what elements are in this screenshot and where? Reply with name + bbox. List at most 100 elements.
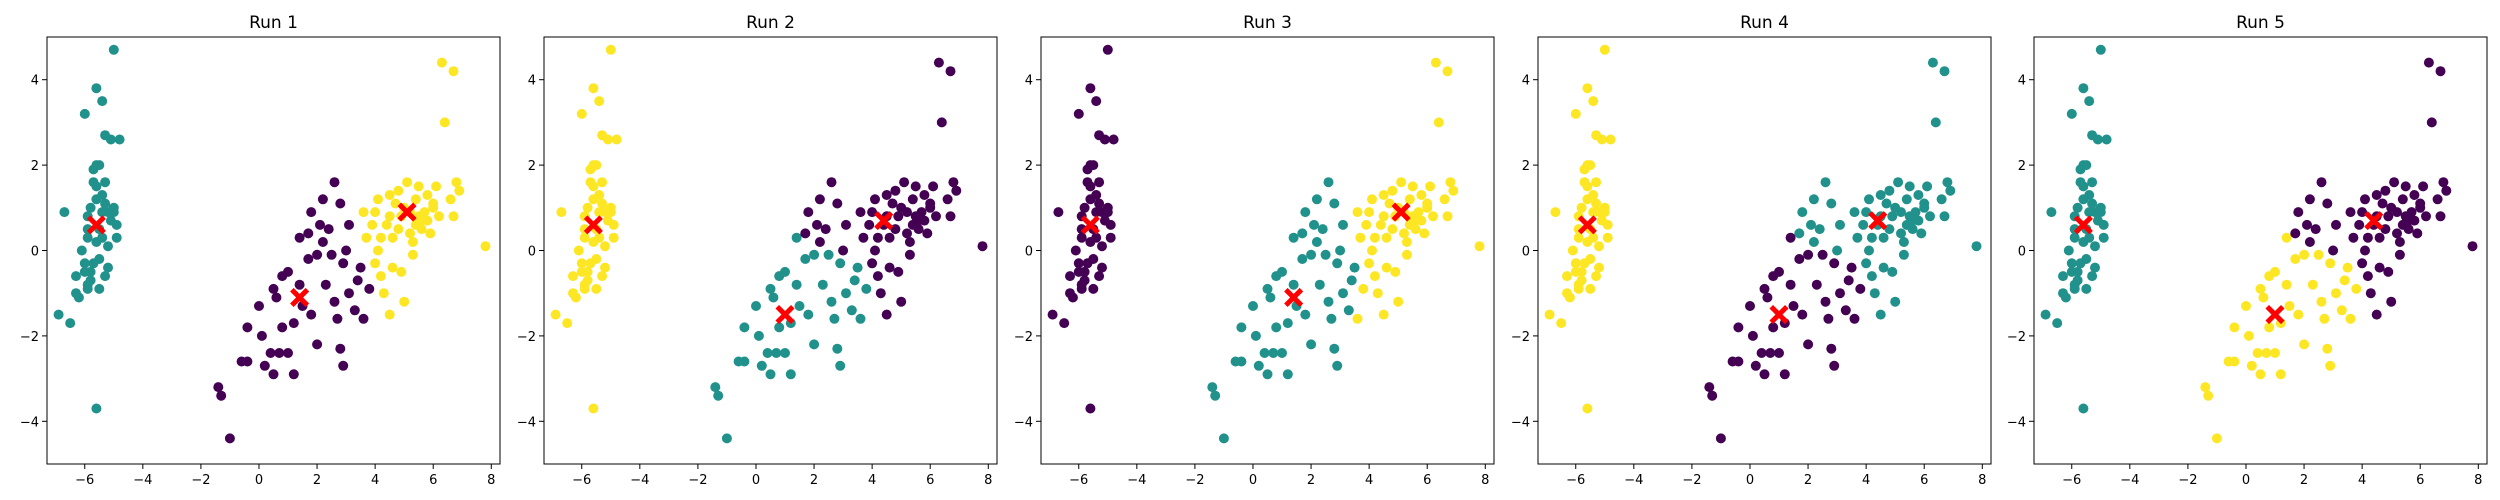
data-point xyxy=(1271,271,1282,282)
data-point xyxy=(800,254,811,264)
data-point xyxy=(2400,211,2411,222)
data-point xyxy=(925,202,936,213)
data-point xyxy=(1904,181,1915,192)
data-point xyxy=(576,108,587,119)
data-point xyxy=(1088,283,1099,294)
data-point xyxy=(2258,292,2269,303)
data-point xyxy=(108,44,119,55)
data-point xyxy=(71,271,81,282)
data-point xyxy=(562,318,573,329)
data-point xyxy=(2246,360,2257,371)
x-tick-label: −6 xyxy=(75,473,94,488)
x-tick-label: 2 xyxy=(810,473,818,488)
data-point xyxy=(1047,309,1058,320)
data-point xyxy=(1797,309,1808,320)
data-point xyxy=(224,433,235,444)
data-point xyxy=(288,318,299,329)
data-point xyxy=(2432,194,2443,205)
data-point xyxy=(893,266,904,277)
data-point xyxy=(2316,296,2327,307)
data-point xyxy=(1898,237,1909,247)
data-point xyxy=(2386,296,2397,307)
x-tick-label: −2 xyxy=(1185,473,1204,488)
data-point xyxy=(2357,258,2368,269)
data-point xyxy=(1858,219,1869,230)
data-point xyxy=(1704,382,1715,393)
y-tick-label: −2 xyxy=(517,330,536,345)
data-point xyxy=(579,283,590,294)
y-tick-label: −2 xyxy=(2007,330,2026,345)
data-point xyxy=(381,219,392,230)
data-point xyxy=(1707,390,1718,401)
data-point xyxy=(2409,190,2420,200)
data-point xyxy=(1875,309,1886,320)
data-point xyxy=(402,177,413,188)
data-point xyxy=(2421,211,2431,222)
x-tick-label: 4 xyxy=(868,473,876,488)
data-point xyxy=(2322,343,2333,354)
x-tick-label: 0 xyxy=(255,473,263,488)
data-point xyxy=(399,296,410,307)
data-point xyxy=(2389,177,2400,188)
data-point xyxy=(1913,215,1924,226)
data-point xyxy=(428,202,439,213)
data-point xyxy=(1352,313,1363,324)
y-tick-label: 4 xyxy=(31,74,39,89)
data-point xyxy=(870,194,880,205)
data-point xyxy=(1893,177,1904,188)
centroids xyxy=(86,202,417,308)
data-point xyxy=(1210,390,1221,401)
y-tick-label: −4 xyxy=(1511,415,1530,430)
data-point xyxy=(2371,309,2382,320)
data-point xyxy=(364,283,375,294)
data-point xyxy=(1268,348,1279,358)
data-point xyxy=(881,190,892,200)
x-tick-label: −4 xyxy=(1624,473,1643,488)
data-point xyxy=(832,198,843,209)
data-point xyxy=(1785,232,1796,243)
data-point xyxy=(1430,57,1441,68)
data-point xyxy=(887,198,898,209)
data-point xyxy=(611,134,622,145)
data-point xyxy=(2345,207,2356,218)
data-point xyxy=(1248,301,1258,311)
chart-title: Run 1 xyxy=(249,13,298,33)
data-point xyxy=(1085,83,1096,94)
x-tick-label: −2 xyxy=(1682,473,1701,488)
data-point xyxy=(1573,283,1584,294)
centroid-marker xyxy=(1080,215,1100,235)
data-point xyxy=(1715,433,1726,444)
data-point xyxy=(373,245,383,256)
data-point xyxy=(1410,224,1421,235)
data-point xyxy=(2255,283,2266,294)
data-point xyxy=(242,322,253,333)
centroid-marker xyxy=(2265,305,2285,325)
data-point xyxy=(1594,241,1604,252)
data-point xyxy=(413,181,424,192)
data-point xyxy=(2365,288,2376,299)
data-point xyxy=(1875,190,1886,200)
data-point xyxy=(1803,339,1814,350)
data-point xyxy=(1602,232,1613,243)
data-point xyxy=(1835,288,1845,299)
data-point xyxy=(1259,348,1270,358)
data-point xyxy=(1817,249,1828,260)
data-point xyxy=(2435,66,2446,77)
data-point xyxy=(384,309,395,320)
data-point xyxy=(2316,177,2327,188)
data-point xyxy=(1765,348,1776,358)
data-point xyxy=(407,249,418,260)
data-point xyxy=(1922,181,1933,192)
data-point xyxy=(875,288,886,299)
data-point xyxy=(1343,305,1354,316)
data-point xyxy=(910,211,921,222)
data-point xyxy=(114,134,125,145)
data-point xyxy=(358,313,369,324)
data-point xyxy=(765,283,776,294)
data-point xyxy=(2336,305,2347,316)
data-point xyxy=(2255,369,2266,380)
data-point xyxy=(1282,369,1293,380)
data-point xyxy=(2394,249,2405,260)
data-point xyxy=(1076,283,1087,294)
data-points xyxy=(1544,44,1982,444)
